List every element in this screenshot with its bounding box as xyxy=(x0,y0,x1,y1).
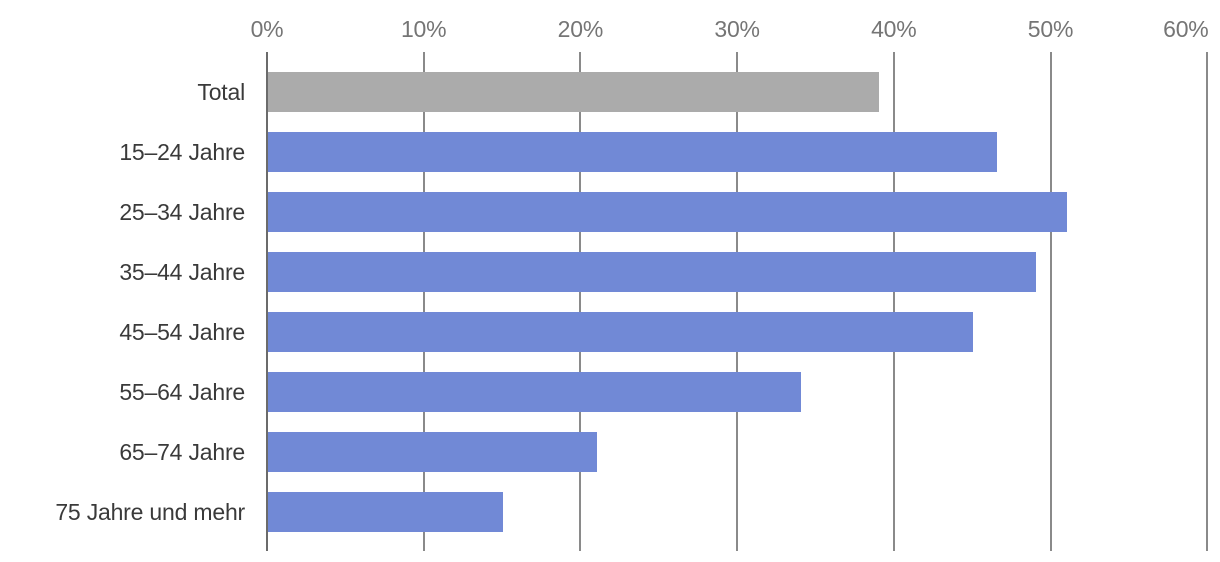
gridline xyxy=(892,52,895,551)
bar xyxy=(268,192,1067,232)
category-label: Total xyxy=(197,79,245,105)
category-label: 55–64 Jahre xyxy=(119,379,245,405)
axis-line xyxy=(266,52,268,551)
category-label: 45–54 Jahre xyxy=(119,319,245,345)
gridline xyxy=(1049,52,1052,551)
category-label: 75 Jahre und mehr xyxy=(55,499,245,525)
bar xyxy=(268,252,1036,292)
gridline xyxy=(422,52,425,551)
bar xyxy=(268,432,597,472)
category-label: 35–44 Jahre xyxy=(119,259,245,285)
bar xyxy=(268,132,997,172)
x-tick-label: 30% xyxy=(714,16,760,42)
bar xyxy=(268,312,973,352)
bar xyxy=(268,72,879,112)
x-tick-label: 60% xyxy=(1163,16,1209,42)
x-tick-label: 50% xyxy=(1027,16,1074,42)
x-tick-label: 0% xyxy=(250,16,284,42)
category-label: 25–34 Jahre xyxy=(119,199,245,225)
bar xyxy=(268,492,503,532)
category-label: 65–74 Jahre xyxy=(119,439,245,465)
gridline xyxy=(579,52,582,551)
x-tick-label: 20% xyxy=(557,16,604,42)
gridline xyxy=(736,52,739,551)
x-tick-label: 10% xyxy=(400,16,447,42)
x-tick-label: 40% xyxy=(871,16,917,42)
bar xyxy=(268,372,801,412)
gridline xyxy=(1206,52,1209,551)
category-label: 15–24 Jahre xyxy=(119,139,245,165)
